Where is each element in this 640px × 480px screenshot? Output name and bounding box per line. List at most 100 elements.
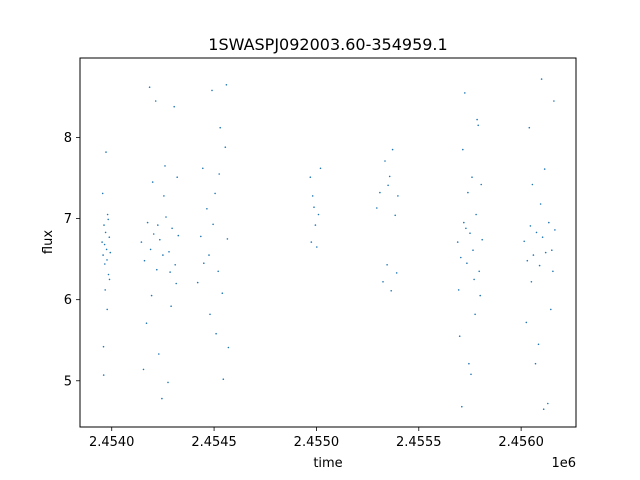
data-point: [177, 234, 180, 237]
x-tick-label: 2.4560: [498, 435, 544, 450]
data-point: [104, 289, 106, 291]
data-point: [103, 243, 106, 246]
data-point: [314, 224, 317, 226]
y-tick-label: 8: [64, 131, 72, 146]
data-point: [464, 92, 466, 94]
data-point: [173, 105, 175, 108]
y-tick-label: 6: [64, 293, 72, 308]
data-point: [148, 86, 151, 88]
x-tick-label: 2.4540: [89, 435, 135, 450]
data-point: [477, 124, 480, 127]
data-point: [457, 289, 460, 291]
scatter-points: [101, 78, 556, 411]
data-point: [539, 203, 542, 205]
data-point: [382, 281, 384, 283]
data-point: [463, 221, 465, 224]
x-axis-label: time: [313, 456, 342, 471]
data-point: [535, 231, 538, 234]
y-axis-label: flux: [41, 230, 56, 254]
data-point: [102, 254, 104, 256]
data-point: [218, 173, 220, 175]
data-point: [211, 89, 213, 92]
data-point: [196, 281, 199, 284]
data-point: [163, 195, 165, 197]
data-point: [552, 270, 554, 273]
data-point: [140, 241, 143, 243]
data-point: [146, 221, 149, 224]
chart-title: 1SWASPJ092003.60-354959.1: [208, 35, 447, 54]
data-point: [532, 254, 535, 256]
data-point: [165, 216, 167, 218]
data-point: [481, 238, 484, 241]
data-point: [479, 294, 482, 297]
data-point: [168, 251, 170, 253]
data-point: [102, 374, 105, 376]
data-point: [391, 148, 394, 151]
data-point: [152, 233, 155, 235]
data-point: [161, 397, 163, 400]
data-point: [158, 353, 160, 355]
data-point: [386, 264, 388, 266]
data-point: [537, 343, 540, 346]
data-point: [224, 146, 227, 148]
data-point: [102, 345, 105, 348]
data-point: [551, 249, 553, 251]
data-point: [311, 195, 314, 197]
data-point: [384, 160, 386, 162]
data-point: [395, 272, 398, 274]
data-point: [143, 259, 146, 262]
data-point: [104, 231, 107, 234]
data-point: [225, 84, 228, 86]
data-point: [554, 229, 556, 231]
data-point: [316, 246, 318, 248]
data-point: [397, 195, 399, 197]
data-point: [461, 405, 463, 408]
data-point: [154, 100, 157, 102]
plot-frame: [79, 57, 577, 428]
data-point: [474, 313, 476, 316]
data-point: [548, 221, 550, 224]
data-point: [167, 381, 169, 384]
y-axis: 5 6 7 8: [64, 131, 80, 389]
data-point: [480, 183, 483, 186]
data-point: [387, 184, 389, 187]
data-point: [142, 368, 145, 371]
data-point: [526, 259, 529, 262]
data-point: [543, 168, 546, 170]
data-point: [106, 213, 109, 216]
data-point: [466, 262, 468, 265]
x-tick-label: 2.4545: [191, 435, 237, 450]
x-tick-label: 2.4550: [294, 435, 340, 450]
data-point: [103, 224, 105, 226]
data-point: [145, 322, 148, 325]
data-point: [169, 271, 171, 273]
data-point: [222, 378, 225, 381]
data-point: [208, 254, 210, 256]
data-point: [109, 251, 112, 254]
data-point: [470, 373, 472, 376]
data-point: [200, 235, 202, 238]
data-point: [215, 332, 217, 335]
data-point: [105, 248, 108, 251]
data-point: [108, 236, 111, 238]
data-point: [540, 78, 543, 80]
data-point: [227, 346, 230, 349]
data-point: [553, 100, 555, 102]
data-point: [107, 218, 109, 221]
data-point: [525, 321, 528, 324]
data-point: [528, 126, 531, 129]
data-point: [206, 208, 208, 210]
data-point: [467, 191, 469, 194]
data-point: [221, 292, 224, 295]
data-point: [151, 181, 154, 183]
data-point: [456, 241, 459, 243]
data-point: [458, 335, 461, 338]
data-point: [476, 118, 478, 121]
data-point: [217, 270, 219, 273]
data-point: [226, 238, 229, 240]
data-point: [156, 268, 158, 271]
data-point: [175, 282, 177, 285]
data-point: [529, 225, 532, 227]
data-point: [472, 249, 474, 251]
